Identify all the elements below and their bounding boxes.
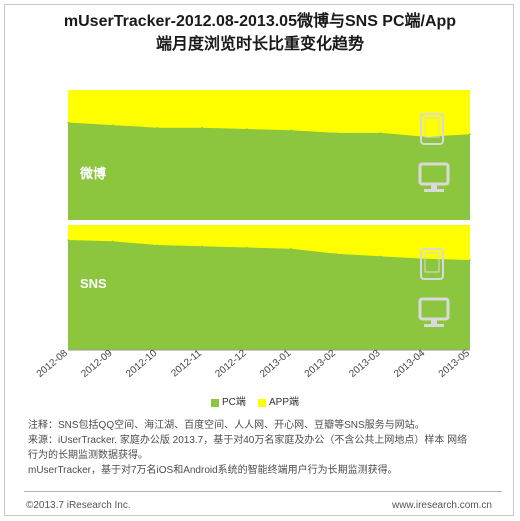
footnote-4: mUserTracker，基于对7万名iOS和Android系统的智能终端用户行… (28, 465, 398, 476)
pc-point-0-3 (201, 126, 203, 129)
x-tick-label: 2012-11 (169, 348, 204, 380)
pc-point-1-4 (245, 246, 248, 249)
pc-area-0 (68, 122, 470, 220)
pc-point-1-2 (156, 244, 159, 246)
pc-point-0-9 (469, 133, 471, 135)
panel-label-0: 微博 (79, 166, 106, 181)
panel-label-1: SNS (80, 276, 107, 291)
pc-point-1-0 (67, 239, 69, 241)
x-tick-label: 2012-08 (35, 348, 71, 380)
x-tick-label: 2013-05 (437, 348, 473, 380)
footnotes: 注释：SNS包括QQ空间、海江湖、百度空间、人人网、开心网、豆瓣等SNS服务与网… (28, 418, 498, 478)
pc-point-0-0 (67, 121, 69, 124)
chart-title-line2: 端月度浏览时长比重变化趋势 (155, 36, 364, 53)
x-tick-label: 2012-09 (79, 348, 115, 380)
legend-swatch-app (258, 399, 266, 407)
pc-point-0-7 (379, 132, 382, 134)
tablet-icon (420, 248, 444, 280)
footer-divider (24, 491, 502, 492)
pc-point-0-4 (245, 128, 248, 130)
pc-point-1-6 (335, 253, 337, 255)
x-tick-label: 2013-01 (258, 348, 294, 380)
legend-label-app: APP端 (269, 397, 300, 408)
legend-swatch-pc (211, 399, 219, 407)
tablet-screen-icon (424, 117, 440, 138)
tablet-icon (420, 113, 444, 145)
x-tick-label: 2012-10 (124, 348, 160, 380)
chart-title: mUserTracker-2012.08-2013.05微博与SNS PC端/A… (0, 10, 520, 56)
x-tick-label: 2013-02 (303, 348, 339, 380)
pc-point-1-1 (111, 240, 114, 243)
pc-area-1 (68, 240, 470, 350)
monitor-base-icon (424, 324, 444, 327)
pc-point-0-1 (111, 124, 114, 126)
footnote-2: 来源：iUserTracker. 家庭办公版 2013.7，基于对40万名家庭及… (28, 435, 468, 446)
pc-point-0-2 (156, 126, 159, 129)
area-chart: 微博 SNS 2012-08 2012-09 2012-10 2012-11 2012-12… (35, 90, 473, 380)
pc-point-0-5 (290, 129, 293, 132)
footnote-1: 注释：SNS包括QQ空间、海江湖、百度空间、人人网、开心网、豆瓣等SNS服务与网… (28, 420, 425, 431)
pc-point-1-7 (379, 255, 382, 258)
website: www.iresearch.com.cn (391, 500, 492, 511)
monitor-base-icon (424, 189, 444, 192)
monitor-stand-icon (431, 184, 437, 189)
chart-title-line1: mUserTracker-2012.08-2013.05微博与SNS PC端/A… (63, 13, 457, 30)
legend: PC端 APP端 (0, 396, 520, 410)
legend-label-pc: PC端 (222, 397, 246, 408)
tablet-screen-icon (424, 252, 440, 273)
x-tick-label: 2013-03 (347, 348, 383, 380)
pc-point-1-5 (290, 248, 293, 250)
pc-point-1-9 (469, 259, 471, 261)
pc-point-0-6 (335, 132, 337, 134)
pc-point-1-3 (201, 245, 203, 248)
footnote-3: 行为的长期监测数据获得。 (28, 450, 148, 461)
x-tick-label: 2013-04 (392, 348, 428, 380)
copyright: ©2013.7 iResearch Inc. (26, 500, 131, 511)
monitor-stand-icon (431, 319, 437, 324)
x-tick-label: 2012-12 (213, 348, 249, 380)
